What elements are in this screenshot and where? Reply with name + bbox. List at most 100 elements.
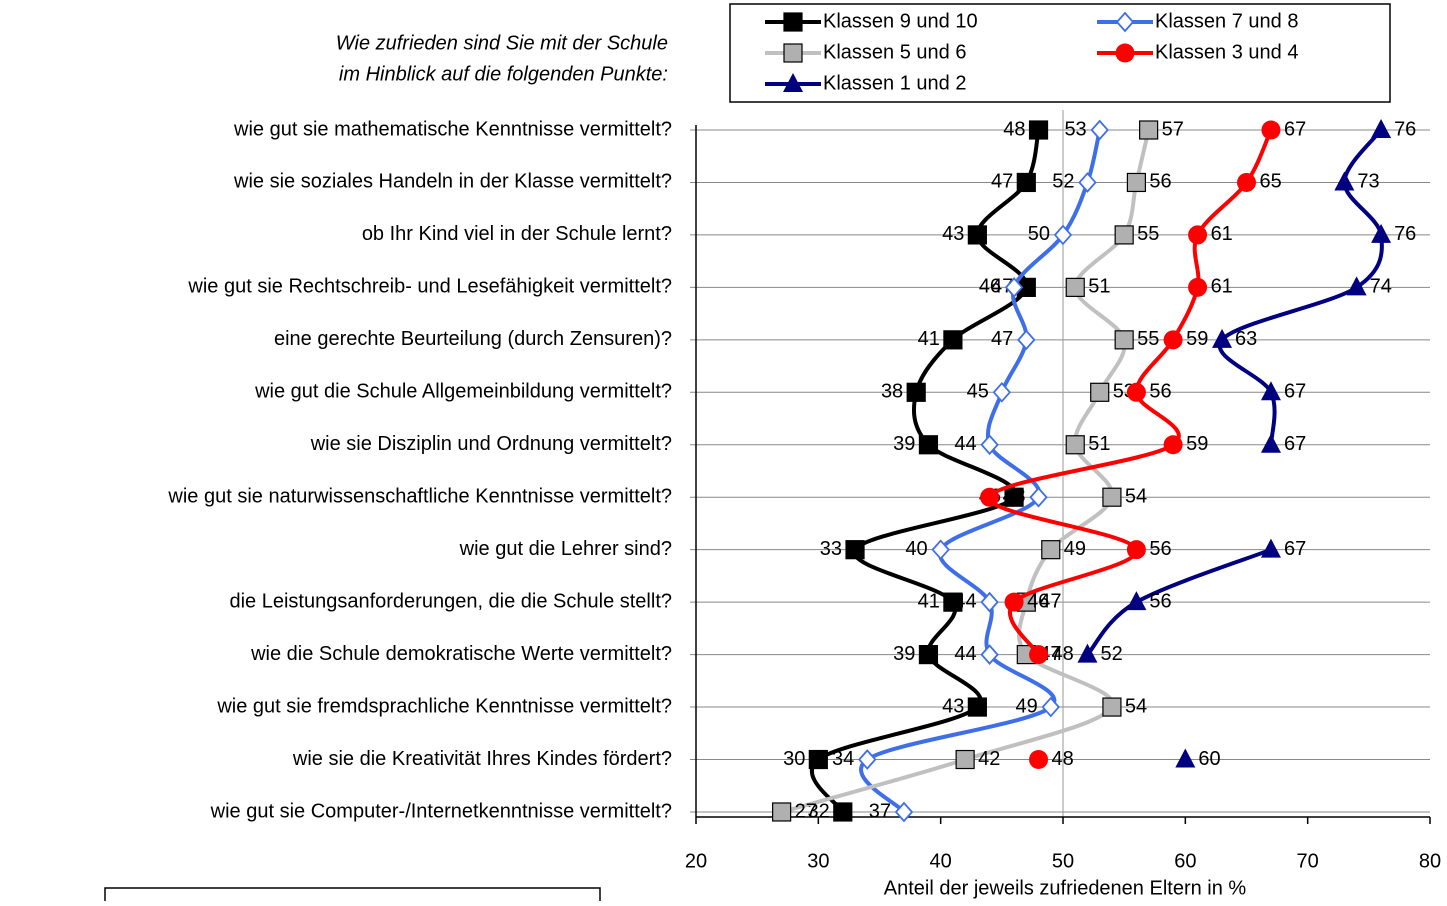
series-line	[859, 129, 1102, 814]
data-label: 47	[991, 171, 1013, 193]
marker	[906, 382, 926, 402]
marker	[1212, 328, 1233, 348]
data-label: 56	[1149, 590, 1171, 612]
marker	[1126, 540, 1146, 560]
marker	[1004, 277, 1024, 298]
marker	[1028, 120, 1049, 140]
marker	[1077, 643, 1098, 663]
data-label: 54	[1125, 486, 1147, 508]
y-tick-label: wie gut die Lehrer sind?	[459, 538, 672, 560]
x-tick-label: 80	[1419, 850, 1441, 872]
data-label: 53	[1064, 118, 1086, 140]
marker	[1114, 225, 1134, 245]
marker	[1334, 171, 1355, 191]
data-label: 48	[1003, 118, 1025, 140]
data-label: 47	[991, 276, 1013, 298]
marker	[1188, 225, 1208, 245]
marker	[1029, 486, 1048, 508]
marker	[1261, 120, 1281, 140]
legend-label: Klassen 9 und 10	[823, 10, 978, 32]
marker	[955, 749, 975, 770]
data-label: 49	[1064, 538, 1086, 560]
data-label: 52	[1052, 171, 1074, 193]
data-label: 49	[1016, 695, 1038, 717]
data-label: 54	[1125, 695, 1147, 717]
y-tick-label: eine gerechte Beurteilung (durch Zensure…	[274, 328, 672, 350]
y-tick-label: wie gut sie naturwissenschaftliche Kennt…	[167, 486, 672, 508]
marker	[858, 749, 877, 770]
data-label: 50	[1028, 223, 1050, 245]
data-label: 39	[893, 433, 915, 455]
x-tick-label: 30	[807, 850, 829, 872]
x-tick-label: 60	[1174, 850, 1196, 872]
marker	[1102, 487, 1122, 507]
data-label: 30	[783, 748, 805, 770]
empty-box	[104, 887, 601, 906]
marker	[1371, 223, 1392, 243]
y-tick-label: wie gut sie fremdsprachliche Kenntnisse …	[216, 695, 672, 717]
x-tick-label: 70	[1297, 850, 1319, 872]
marker	[1090, 382, 1110, 402]
data-label: 47	[1039, 590, 1061, 612]
marker	[1115, 43, 1135, 63]
marker	[980, 487, 1000, 507]
data-label: 51	[1088, 276, 1110, 298]
marker	[772, 802, 792, 822]
data-label: 76	[1394, 118, 1416, 140]
data-label: 63	[1235, 328, 1257, 350]
data-label: 44	[954, 643, 976, 665]
marker	[1102, 697, 1122, 717]
data-label: 76	[1394, 223, 1416, 245]
marker	[1065, 435, 1085, 455]
data-label: 57	[1162, 118, 1184, 140]
marker	[1029, 645, 1049, 665]
data-label: 32	[808, 800, 830, 822]
data-label: 47	[991, 328, 1013, 350]
marker	[845, 540, 865, 560]
data-label: 42	[978, 748, 1000, 770]
marker	[1065, 277, 1085, 297]
marker	[918, 644, 939, 665]
y-tick-label: ob Ihr Kind viel in der Schule lernt?	[362, 223, 672, 245]
legend-label: Klassen 1 und 2	[823, 72, 966, 94]
data-label: 56	[1149, 381, 1171, 403]
y-tick-label: wie gut die Schule Allgemeinbildung verm…	[254, 381, 672, 403]
marker	[980, 591, 999, 613]
data-label: 59	[1186, 328, 1208, 350]
marker	[1041, 696, 1060, 718]
marker	[783, 43, 803, 63]
data-label: 43	[942, 695, 964, 717]
legend-box	[729, 3, 1391, 103]
data-label: 43	[942, 223, 964, 245]
data-label: 34	[832, 748, 854, 770]
marker	[1188, 277, 1208, 297]
marker	[808, 749, 828, 770]
marker	[1004, 592, 1024, 612]
marker	[1163, 330, 1183, 350]
marker	[1139, 120, 1159, 140]
data-label: 48	[1052, 748, 1074, 770]
marker	[931, 539, 950, 561]
marker	[783, 73, 803, 92]
data-label: 33	[820, 538, 842, 560]
x-axis-label: Anteil der jeweils zufriedenen Eltern in…	[884, 877, 1247, 899]
marker	[1163, 435, 1183, 455]
marker	[918, 435, 939, 455]
data-label: 37	[869, 800, 891, 822]
data-label: 39	[893, 643, 915, 665]
data-label: 65	[1260, 171, 1282, 193]
legend-label: Klassen 7 und 8	[1155, 10, 1298, 32]
marker	[1090, 119, 1109, 141]
marker	[894, 801, 914, 823]
marker	[1260, 433, 1281, 453]
x-tick-label: 50	[1052, 850, 1074, 872]
chart-title: Wie zufrieden sind Sie mit der Schule	[336, 32, 668, 54]
marker	[1237, 172, 1256, 192]
data-label: 48	[1003, 486, 1025, 508]
y-tick-label: wie die Schule demokratische Werte vermi…	[250, 643, 672, 665]
marker	[1260, 538, 1281, 558]
marker	[1114, 330, 1134, 350]
data-label: 56	[1149, 171, 1171, 193]
data-label: 40	[905, 538, 927, 560]
